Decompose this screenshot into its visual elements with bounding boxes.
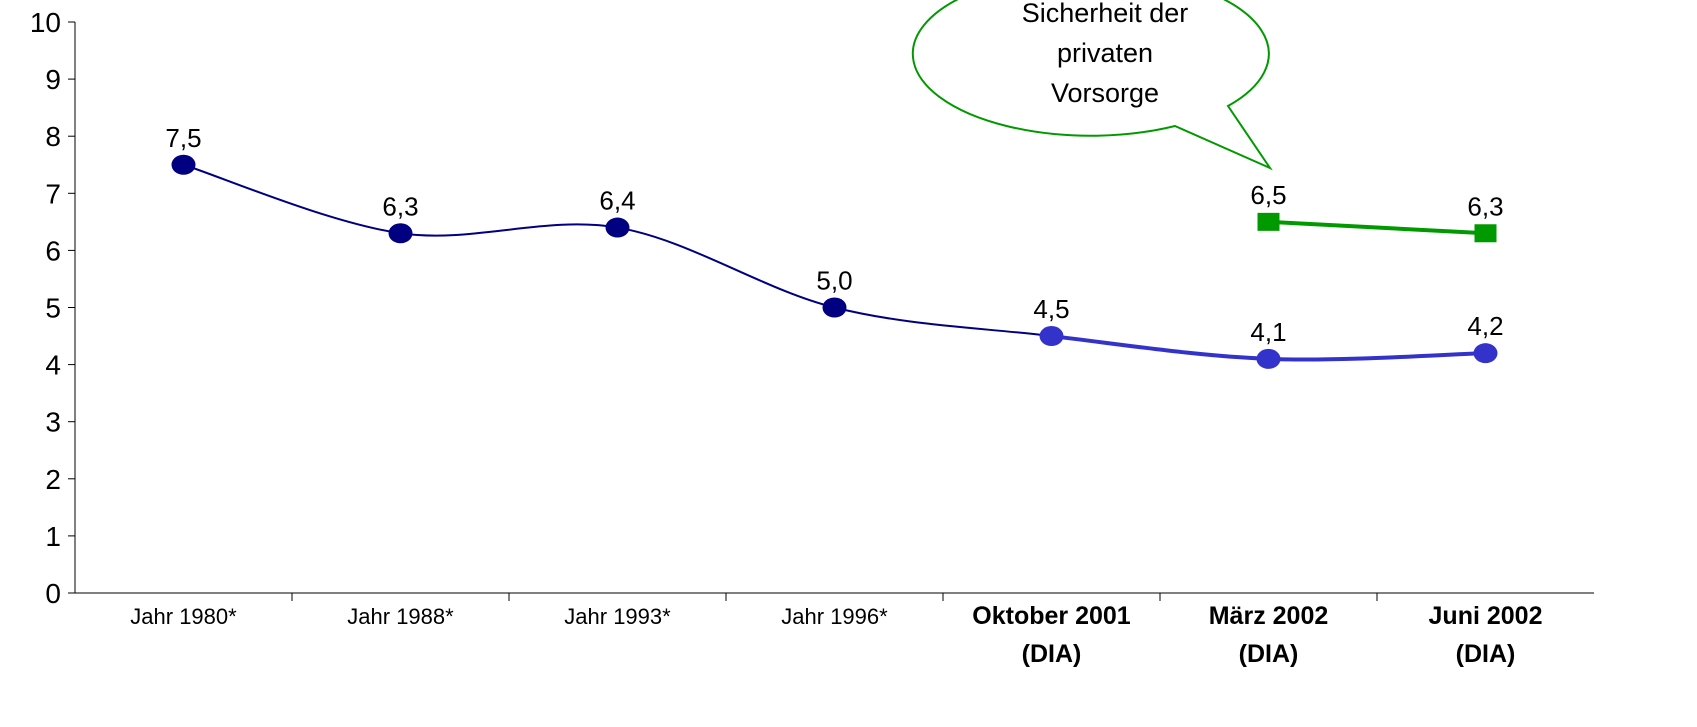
marker bbox=[1256, 348, 1281, 369]
line-segment bbox=[617, 226, 835, 309]
annotation-text: Sicherheit der bbox=[1022, 0, 1189, 28]
line-segment bbox=[400, 223, 618, 237]
y-tick-label: 9 bbox=[45, 64, 61, 95]
y-tick-label: 0 bbox=[45, 578, 61, 609]
y-tick-label: 3 bbox=[45, 407, 61, 438]
line-segment bbox=[834, 306, 1052, 338]
marker bbox=[1473, 343, 1498, 364]
x-tick-label-line: (DIA) bbox=[1239, 640, 1299, 668]
x-tick-label: Juni 2002 (DIA) bbox=[1429, 602, 1543, 668]
marker bbox=[1474, 224, 1497, 243]
marker bbox=[171, 154, 196, 175]
x-tick-label-line: Jahr 1980* bbox=[130, 604, 237, 629]
y-tick-label: 5 bbox=[45, 293, 61, 324]
marker bbox=[605, 217, 630, 238]
series-line bbox=[1268, 219, 1486, 236]
y-tick-label: 4 bbox=[45, 350, 61, 381]
x-tick-label: Oktober 2001 (DIA) bbox=[972, 602, 1131, 668]
data-label: 6,5 bbox=[1250, 180, 1286, 210]
marker bbox=[1257, 212, 1280, 231]
annotation-text: privaten bbox=[1057, 38, 1153, 68]
annotation-text: Vorsorge bbox=[1051, 78, 1159, 108]
x-tick-label: März 2002 (DIA) bbox=[1209, 602, 1329, 668]
x-tick-label: Jahr 1996* bbox=[781, 604, 888, 629]
x-tick-label: Jahr 1980* bbox=[130, 604, 237, 629]
data-label: 6,3 bbox=[382, 191, 418, 221]
marker bbox=[1039, 326, 1064, 347]
y-tick-label: 1 bbox=[45, 521, 61, 552]
y-tick-label: 7 bbox=[45, 178, 61, 209]
y-tick-label: 6 bbox=[45, 235, 61, 266]
x-tick-label-line: Oktober 2001 bbox=[972, 602, 1131, 630]
x-tick-label-line: Jahr 1993* bbox=[564, 604, 671, 629]
y-tick-label: 8 bbox=[45, 121, 61, 152]
data-label: 5,0 bbox=[816, 266, 852, 296]
line-segment bbox=[183, 163, 401, 235]
data-label: 6,3 bbox=[1467, 191, 1503, 221]
data-label: 4,1 bbox=[1250, 317, 1286, 347]
x-tick-label-line: Jahr 1988* bbox=[347, 604, 454, 629]
marker bbox=[822, 297, 847, 318]
marker bbox=[388, 223, 413, 244]
data-label: 7,5 bbox=[165, 123, 201, 153]
line-segment bbox=[1268, 351, 1486, 362]
speech-bubble: Sicherheit der privaten Vorsorge bbox=[911, 0, 1273, 171]
x-tick-label: Jahr 1988* bbox=[347, 604, 454, 629]
x-tick-label-line: (DIA) bbox=[1456, 640, 1516, 668]
x-tick-label-line: Juni 2002 bbox=[1429, 602, 1543, 630]
bubble-shape bbox=[911, 0, 1273, 171]
data-label: 4,2 bbox=[1467, 311, 1503, 341]
x-tick-label: Jahr 1993* bbox=[564, 604, 671, 629]
x-tick-label-line: März 2002 bbox=[1209, 602, 1329, 630]
data-label: 4,5 bbox=[1033, 294, 1069, 324]
x-tick-label-line: (DIA) bbox=[1022, 640, 1082, 668]
x-tick-label-line: Jahr 1996* bbox=[781, 604, 888, 629]
y-tick-label: 2 bbox=[45, 464, 61, 495]
data-label: 6,4 bbox=[599, 186, 635, 216]
line-segment bbox=[1051, 334, 1269, 361]
y-tick-label: 10 bbox=[30, 7, 61, 38]
